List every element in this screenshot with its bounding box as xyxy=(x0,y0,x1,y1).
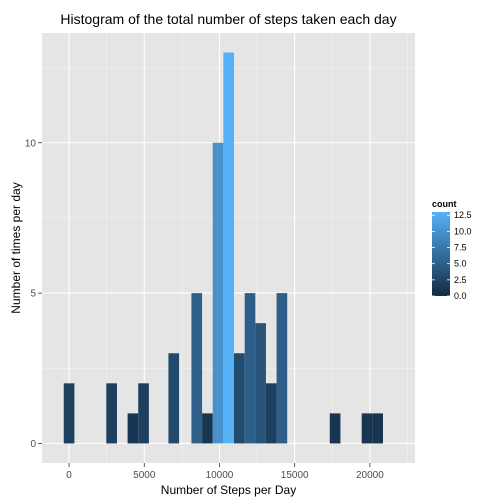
legend-label: 0.0 xyxy=(454,291,467,301)
x-tick-label: 5000 xyxy=(133,470,156,481)
histogram-bar xyxy=(168,353,180,444)
histogram-bar xyxy=(234,353,245,444)
histogram-bars xyxy=(63,52,383,444)
chart-title: Histogram of the total number of steps t… xyxy=(60,11,396,27)
legend-label: 2.5 xyxy=(454,275,467,285)
histogram-bar xyxy=(191,293,203,444)
histogram-bar xyxy=(202,413,213,444)
y-tick-label: 5 xyxy=(30,289,36,300)
histogram-bar xyxy=(223,52,235,444)
histogram-bar xyxy=(244,293,256,444)
x-axis-ticks: 0 5000 10000 15000 20000 xyxy=(66,463,384,481)
histogram-bar xyxy=(127,413,139,444)
histogram-bar xyxy=(255,323,266,444)
histogram-bar xyxy=(361,413,373,444)
y-tick-label: 0 xyxy=(30,439,36,450)
histogram-bar xyxy=(106,383,117,444)
y-tick-label: 10 xyxy=(25,138,37,149)
legend-label: 12.5 xyxy=(454,210,472,220)
x-tick-label: 20000 xyxy=(356,470,384,481)
histogram-bar xyxy=(265,383,277,444)
histogram-bar xyxy=(329,413,341,444)
y-axis-title: Number of times per day xyxy=(9,182,23,313)
legend-label: 10.0 xyxy=(454,226,472,236)
x-axis-title: Number of Steps per Day xyxy=(161,483,296,497)
legend-label: 5.0 xyxy=(454,259,467,269)
histogram-bar xyxy=(63,383,75,444)
legend-colorbar xyxy=(432,212,450,296)
histogram-bar xyxy=(372,413,383,444)
legend-title: count xyxy=(432,199,457,209)
legend-labels: 12.5 10.0 7.5 5.0 2.5 0.0 xyxy=(432,210,472,301)
x-tick-label: 15000 xyxy=(281,470,309,481)
legend: count 12.5 10.0 7.5 5.0 2.5 0.0 xyxy=(432,199,472,301)
histogram-bar xyxy=(276,293,288,444)
y-axis-ticks: 0 5 10 xyxy=(25,138,42,450)
histogram-bar xyxy=(138,383,149,444)
x-tick-label: 0 xyxy=(66,470,72,481)
x-tick-label: 10000 xyxy=(206,470,234,481)
legend-label: 7.5 xyxy=(454,243,467,253)
histogram-bar xyxy=(212,142,224,444)
